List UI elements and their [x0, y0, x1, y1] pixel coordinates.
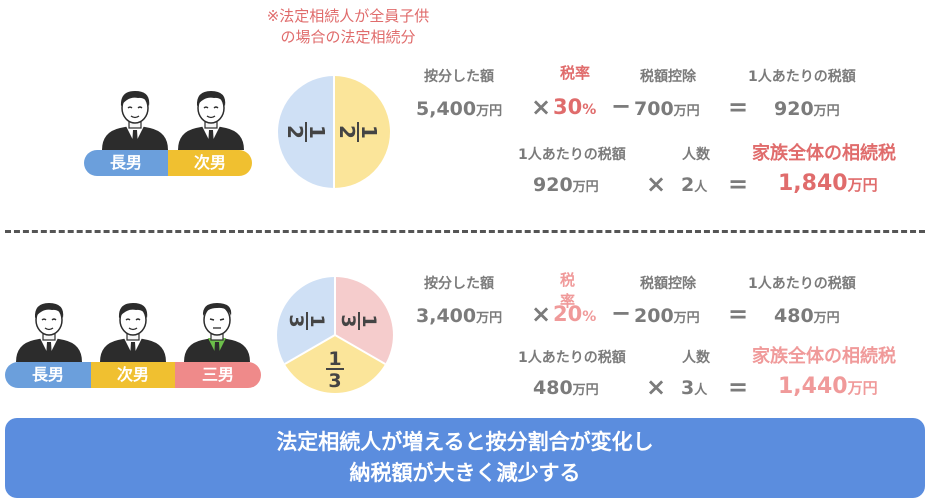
prorated-amount: 3,400万円: [416, 305, 503, 327]
fraction-den: 3: [328, 370, 341, 392]
heir-tag-second: 次男: [168, 150, 252, 176]
label-family-total-tax: 家族全体の相続税: [752, 143, 896, 164]
tax-per-person: 480万円: [774, 305, 840, 327]
tax-per-person: 920万円: [774, 98, 840, 120]
conclusion-banner: 法定相続人が増えると按分割合が変化し 納税額が大きく減少する: [5, 418, 925, 498]
label-prorated-amount: 按分した額: [424, 69, 494, 85]
label-head-count: 人数: [682, 147, 710, 163]
prorated-amount: 5,400万円: [416, 98, 503, 120]
fraction-num: 1: [358, 314, 380, 327]
times-operator: ×: [646, 170, 667, 198]
family-total-tax: 1,840万円: [778, 171, 878, 196]
times-operator: ×: [646, 373, 667, 401]
label-head-count: 人数: [682, 350, 710, 366]
pie-slice-right: [334, 76, 390, 188]
equals-operator: =: [728, 93, 749, 121]
label-tax-rate: 税率: [560, 271, 576, 310]
man-in-suit-icon: [183, 302, 251, 363]
man-in-suit-icon: [177, 90, 245, 151]
head-count: 2人: [681, 174, 708, 196]
family-total-tax: 1,440万円: [778, 374, 878, 399]
heir-tag-eldest: 長男: [5, 362, 91, 388]
label-family-total-tax: 家族全体の相続税: [752, 346, 896, 367]
label-tax-deduction: 税額控除: [640, 69, 696, 85]
man-in-suit-icon: [99, 302, 167, 363]
equals-operator: =: [728, 373, 749, 401]
equals-operator: =: [728, 170, 749, 198]
banner-line-1: 法定相続人が増えると按分割合が変化し: [276, 430, 654, 454]
fraction-num: 1: [328, 348, 341, 370]
label-prorated-amount: 按分した額: [424, 276, 494, 292]
fraction-den: 2: [283, 125, 307, 139]
tax-per-person: 920万円: [533, 174, 599, 196]
tax-rate: 20%: [553, 302, 597, 326]
fraction-den: 3: [285, 314, 307, 327]
label-tax-per-person: 1人あたりの税額: [748, 69, 856, 85]
label-tax-rate: 税率: [560, 64, 591, 82]
label-tax-per-person: 1人あたりの税額: [748, 276, 856, 292]
label-tax-per-person: 1人あたりの税額: [518, 147, 626, 163]
fraction-num: 1: [357, 125, 381, 139]
times-operator: ×: [531, 300, 552, 328]
fraction-den: 3: [337, 314, 359, 327]
label-tax-per-person: 1人あたりの税額: [518, 350, 626, 366]
note-line-2: の場合の法定相続分: [280, 28, 416, 46]
label-tax-deduction: 税額控除: [640, 276, 696, 292]
tax-deduction: 200万円: [634, 305, 700, 327]
tax-per-person: 480万円: [533, 377, 599, 399]
fraction-den: 2: [335, 125, 359, 139]
third-share-pie: 1 3 1 3 1 3: [277, 277, 393, 393]
note-line-1: ※法定相続人が全員子供: [266, 7, 430, 25]
tax-rate: 30%: [553, 95, 597, 119]
half-share-pie: 1 2 1 2: [278, 76, 390, 188]
banner-line-2: 納税額が大きく減少する: [349, 461, 581, 485]
section-divider: [5, 230, 925, 233]
inheritance-share-note: ※法定相続人が全員子供 の場合の法定相続分: [248, 6, 448, 48]
heir-tag-eldest: 長男: [84, 150, 168, 176]
heir-tag-second: 次男: [91, 362, 175, 388]
heir-tag-third: 三男: [175, 362, 261, 388]
pie-slice-bottom: [284, 335, 386, 393]
head-count: 3人: [681, 377, 708, 399]
tax-deduction: 700万円: [634, 98, 700, 120]
fraction-num: 1: [305, 125, 329, 139]
man-in-suit-icon: [101, 90, 169, 151]
times-operator: ×: [531, 93, 552, 121]
equals-operator: =: [728, 300, 749, 328]
man-in-suit-icon: [15, 302, 83, 363]
fraction-num: 1: [306, 314, 328, 327]
minus-operator: −: [611, 299, 632, 327]
minus-operator: −: [611, 92, 632, 120]
